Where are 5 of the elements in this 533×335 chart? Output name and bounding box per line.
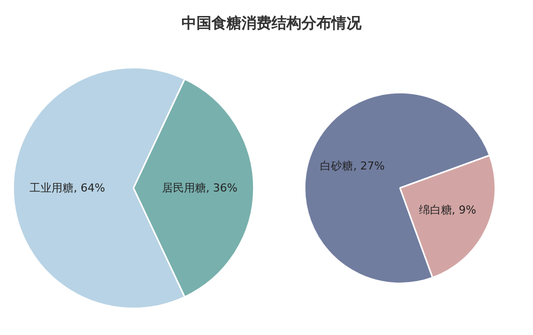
slice-label: 工业用糖, 64%: [30, 182, 106, 194]
slice-label: 绵白糖, 9%: [418, 204, 476, 217]
slice-label: 居民用糖, 36%: [162, 182, 238, 194]
slice-label: 白砂糖, 27%: [320, 159, 385, 172]
chart-title: 中国食糖消费结构分布情况: [182, 13, 362, 34]
